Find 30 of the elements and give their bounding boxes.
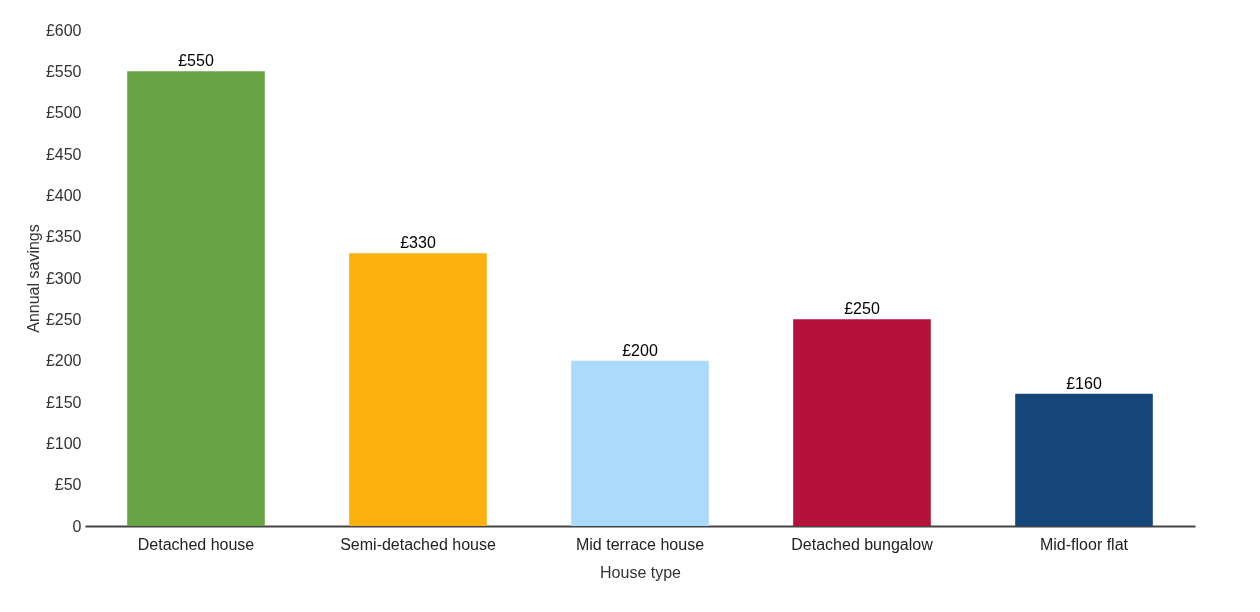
y-axis-title: Annual savings [24,224,42,333]
y-tick-label: £350 [45,228,82,246]
y-tick-label: £100 [45,434,82,452]
x-tick-label: Detached bungalow [791,535,934,553]
y-tick-label: £300 [45,269,82,287]
data-label: £200 [622,341,658,359]
x-tick-label: Semi-detached house [340,535,496,553]
bar [571,360,709,526]
data-label: £250 [844,300,880,318]
bar [1015,393,1153,526]
y-tick-label: £550 [45,62,82,80]
y-tick-label: £450 [45,145,82,163]
y-tick-label: £150 [45,393,82,411]
data-label: £330 [400,234,436,252]
y-tick-label: 0 [72,517,82,535]
y-tick-label: £200 [45,352,82,370]
x-tick-label: Mid terrace house [575,535,705,553]
data-label: £550 [178,52,214,70]
bar [127,71,265,526]
y-tick-label: £600 [45,21,82,39]
x-tick-label: Mid-floor flat [1039,535,1129,553]
data-label: £160 [1066,374,1102,392]
y-tick-label: £500 [45,104,82,122]
y-tick-label: £400 [45,186,82,204]
y-tick-label: £50 [54,476,82,494]
bar [793,319,931,526]
y-tick-label: £250 [45,310,82,328]
x-tick-label: Detached house [137,535,255,553]
bar [349,253,487,526]
x-axis-title: House type [600,563,682,581]
